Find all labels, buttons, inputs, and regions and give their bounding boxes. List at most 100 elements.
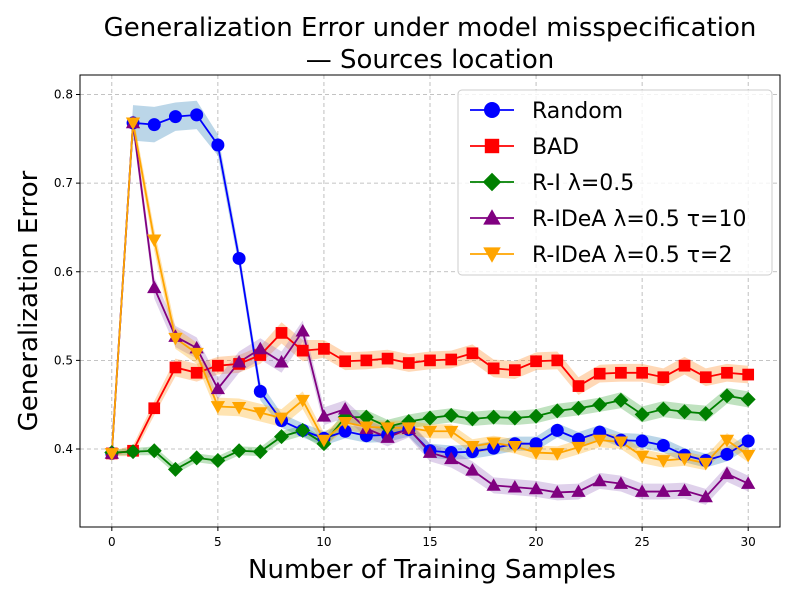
- y-tick-label: 0.6: [54, 265, 73, 279]
- random-point: [741, 434, 755, 448]
- confidence-bands: [111, 100, 749, 505]
- y-tick-label: 0.7: [54, 176, 73, 190]
- bad-point: [721, 366, 733, 379]
- r-idea-lambda-0-5-tau-2-point: [571, 441, 586, 455]
- legend: Random BAD R-I λ=0.5 R-IDeA λ=0.5 τ=10 R-IDe…: [457, 89, 773, 276]
- r-idea-lambda-0-5-tau-2-point: [422, 425, 438, 439]
- r-i-lambda-0-5-point: [486, 409, 502, 425]
- r-idea-lambda-0-5-tau-2-point: [210, 401, 226, 414]
- random-point: [168, 110, 182, 124]
- r-idea-lambda-0-5-tau-10-point: [316, 409, 332, 422]
- legend-marker: [483, 209, 501, 225]
- bad-point: [508, 364, 521, 376]
- x-tick-label: 25: [634, 535, 649, 549]
- x-tick-label: 0: [108, 535, 116, 549]
- r-i-lambda-0-5-point: [358, 409, 374, 425]
- r-idea-lambda-0-5-tau-10-point: [274, 355, 289, 368]
- bad-point: [275, 327, 288, 339]
- r-idea-lambda-0-5-tau-2-point: [698, 457, 713, 471]
- r-idea-lambda-0-5-tau-10-point: [444, 451, 459, 465]
- r-idea-lambda-0-5-tau-10-point: [698, 489, 713, 503]
- random-point: [529, 437, 543, 451]
- r-i-lambda-0-5-point: [613, 392, 629, 408]
- r-idea-lambda-0-5-tau-10-point: [253, 341, 268, 355]
- r-i-lambda-0-5-point: [146, 443, 162, 459]
- bad-point: [742, 368, 755, 381]
- r-i-lambda-0-5-point: [274, 429, 289, 445]
- r-idea-lambda-0-5-tau-2-point: [168, 332, 183, 346]
- random-point: [253, 384, 267, 398]
- r-idea-lambda-0-5-tau-2-point: [147, 234, 162, 247]
- random-point: [635, 434, 649, 448]
- bad-point: [551, 354, 564, 367]
- random-point: [147, 118, 161, 132]
- r-idea-lambda-0-5-tau-10-point: [634, 484, 650, 497]
- random-point: [656, 438, 670, 452]
- r-i-lambda-0-5-point: [528, 408, 544, 424]
- bad-point: [360, 354, 373, 367]
- r-i-lambda-0-5-point: [698, 406, 714, 422]
- r-idea-lambda-0-5-tau-10-point: [338, 401, 353, 415]
- r-i-lambda-0-5-point: [549, 403, 565, 419]
- x-tick-label: 30: [741, 535, 756, 549]
- r-i-lambda-0-5-points: [104, 388, 756, 477]
- chart-title-line2: — Sources location: [306, 45, 555, 75]
- y-axis-ticks: 0.4 0.5 0.6 0.7 0.8: [54, 87, 80, 456]
- legend-label: Random: [532, 99, 623, 124]
- r-idea-lambda-0-5-tau-10-point: [210, 381, 226, 395]
- legend-marker: [484, 138, 500, 154]
- r-idea-lambda-0-5-tau-10-point: [528, 481, 544, 495]
- r-idea-lambda-0-5-tau-2-point: [231, 401, 247, 415]
- bad-point: [318, 343, 330, 355]
- r-idea-lambda-0-5-tau-10-point: [380, 430, 395, 443]
- r-i-lambda-0-5-point: [464, 411, 480, 427]
- bad-point: [339, 355, 352, 368]
- r-idea-lambda-0-5-tau-2-point: [634, 450, 650, 464]
- x-tick-label: 10: [316, 535, 331, 549]
- bad-point: [466, 347, 479, 360]
- random-point: [550, 423, 564, 437]
- r-idea-lambda-0-5-tau-10-point: [677, 483, 692, 497]
- bad-point: [657, 371, 670, 384]
- r-idea-lambda-0-5-tau-2-point: [507, 440, 522, 454]
- r-i-lambda-0-5-band: [111, 387, 749, 474]
- r-i-lambda-0-5-point: [252, 444, 268, 460]
- random-point: [338, 424, 352, 438]
- bad-point: [212, 359, 224, 372]
- r-idea-lambda-0-5-tau-2-point: [444, 425, 459, 439]
- r-idea-lambda-0-5-tau-2-point: [189, 347, 204, 361]
- r-idea-lambda-0-5-tau-2-point: [592, 434, 607, 448]
- r-idea-lambda-0-5-tau-2-point: [338, 417, 353, 430]
- r-idea-lambda-0-5-tau-2-point: [486, 437, 501, 450]
- legend-label: R-I λ=0.5: [532, 171, 634, 196]
- r-idea-lambda-0-5-tau-2-point: [465, 440, 480, 454]
- r-idea-lambda-0-5-tau-10-point: [656, 484, 671, 497]
- r-i-lambda-0-5-point: [634, 406, 650, 422]
- r-i-lambda-0-5-point: [677, 404, 693, 420]
- bad-point: [530, 355, 542, 368]
- r-idea-lambda-0-5-tau-10-point: [592, 473, 607, 487]
- bad-point: [148, 402, 161, 415]
- r-idea-lambda-0-5-tau-2-points: [104, 117, 756, 471]
- r-idea-lambda-0-5-tau-2-point: [253, 407, 268, 420]
- bad-point: [424, 354, 436, 367]
- random-point: [211, 138, 225, 152]
- r-idea-lambda-0-5-tau-2-point: [295, 394, 310, 408]
- r-idea-lambda-0-5-tau-10-point: [147, 280, 162, 294]
- r-idea-lambda-0-5-tau-2-point: [274, 412, 289, 426]
- x-axis-label: Number of Training Samples: [248, 555, 616, 585]
- legend-marker: [484, 102, 500, 118]
- r-idea-lambda-0-5-tau-10-point: [571, 484, 586, 497]
- bad-point: [678, 359, 691, 372]
- r-idea-lambda-0-5-tau-2-point: [550, 448, 565, 461]
- r-idea-lambda-0-5-tau-10-point: [719, 466, 735, 480]
- r-idea-lambda-0-5-tau-2-point: [104, 448, 119, 461]
- bad-point: [445, 353, 458, 366]
- bad-point: [381, 352, 394, 365]
- r-i-lambda-0-5-point: [443, 407, 459, 423]
- r-idea-lambda-0-5-tau-2-point: [677, 453, 692, 466]
- r-i-lambda-0-5-point: [719, 388, 735, 404]
- series-markers: [104, 108, 756, 503]
- r-i-lambda-0-5-point: [655, 401, 671, 417]
